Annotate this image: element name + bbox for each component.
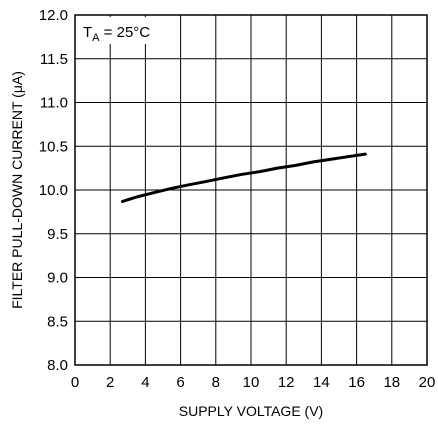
x-tick-label: 2 bbox=[106, 374, 114, 391]
x-tick-label: 12 bbox=[278, 374, 295, 391]
y-tick-label: 8.0 bbox=[47, 357, 68, 374]
x-tick-label: 8 bbox=[212, 374, 220, 391]
x-tick-label: 18 bbox=[383, 374, 400, 391]
grid bbox=[74, 14, 428, 366]
x-tick-label: 14 bbox=[313, 374, 330, 391]
x-axis-label: SUPPLY VOLTAGE (V) bbox=[179, 403, 323, 419]
y-tick-label: 9.5 bbox=[47, 226, 68, 243]
x-tick-label: 10 bbox=[243, 374, 260, 391]
x-tick-label: 20 bbox=[419, 374, 436, 391]
temperature-annotation: TA = 25°C bbox=[83, 24, 150, 44]
y-axis-label: FILTER PULL-DOWN CURRENT (μA) bbox=[9, 71, 25, 309]
series-line bbox=[121, 152, 367, 203]
x-tick-label: 16 bbox=[348, 374, 365, 391]
annotation-subscript: A bbox=[92, 32, 100, 44]
y-tick-label: 11.5 bbox=[40, 51, 68, 68]
annotation-prefix: T bbox=[83, 24, 92, 41]
y-tick-label: 9.0 bbox=[47, 270, 68, 287]
x-axis-ticks: 0 2 4 6 8 10 12 14 16 18 20 bbox=[71, 374, 436, 391]
y-tick-label: 10.5 bbox=[39, 138, 68, 155]
annotation-background bbox=[77, 17, 157, 44]
y-tick-label: 12.0 bbox=[39, 7, 68, 24]
x-tick-label: 6 bbox=[176, 374, 184, 391]
x-tick-label: 0 bbox=[71, 374, 79, 391]
y-tick-label: 8.5 bbox=[47, 313, 68, 330]
x-tick-label: 4 bbox=[141, 374, 149, 391]
plot-frame bbox=[74, 14, 428, 366]
y-tick-label: 11.0 bbox=[40, 95, 68, 112]
y-tick-label: 10.0 bbox=[39, 182, 68, 199]
annotation-suffix: = 25°C bbox=[100, 24, 151, 41]
y-axis-ticks: 8.0 8.5 9.0 9.5 10.0 10.5 11.0 11.5 12.0 bbox=[39, 7, 68, 374]
